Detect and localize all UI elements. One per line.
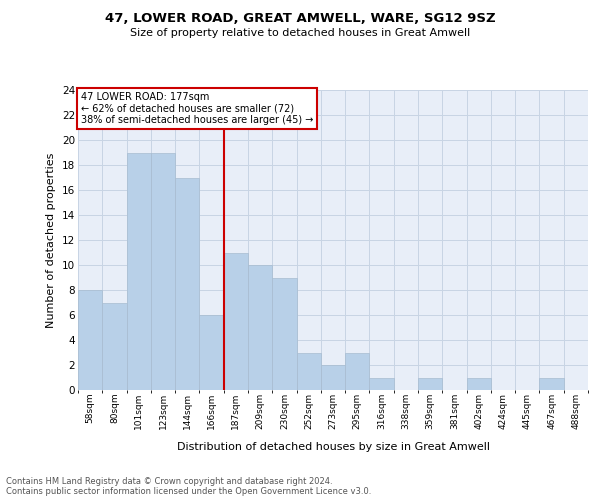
Text: Contains HM Land Registry data © Crown copyright and database right 2024.: Contains HM Land Registry data © Crown c… [6, 478, 332, 486]
Text: Size of property relative to detached houses in Great Amwell: Size of property relative to detached ho… [130, 28, 470, 38]
Bar [224, 252, 248, 390]
Bar [248, 265, 272, 390]
Bar [175, 178, 199, 390]
Bar [418, 378, 442, 390]
Bar [151, 152, 175, 390]
Text: Distribution of detached houses by size in Great Amwell: Distribution of detached houses by size … [176, 442, 490, 452]
Text: 47, LOWER ROAD, GREAT AMWELL, WARE, SG12 9SZ: 47, LOWER ROAD, GREAT AMWELL, WARE, SG12… [104, 12, 496, 26]
Bar [296, 352, 321, 390]
Y-axis label: Number of detached properties: Number of detached properties [46, 152, 56, 328]
Bar [467, 378, 491, 390]
Bar [199, 315, 224, 390]
Bar [370, 378, 394, 390]
Text: 47 LOWER ROAD: 177sqm
← 62% of detached houses are smaller (72)
38% of semi-deta: 47 LOWER ROAD: 177sqm ← 62% of detached … [80, 92, 313, 124]
Bar [539, 378, 564, 390]
Bar [127, 152, 151, 390]
Text: Contains public sector information licensed under the Open Government Licence v3: Contains public sector information licen… [6, 488, 371, 496]
Bar [321, 365, 345, 390]
Bar [345, 352, 370, 390]
Bar [78, 290, 102, 390]
Bar [102, 302, 127, 390]
Bar [272, 278, 296, 390]
